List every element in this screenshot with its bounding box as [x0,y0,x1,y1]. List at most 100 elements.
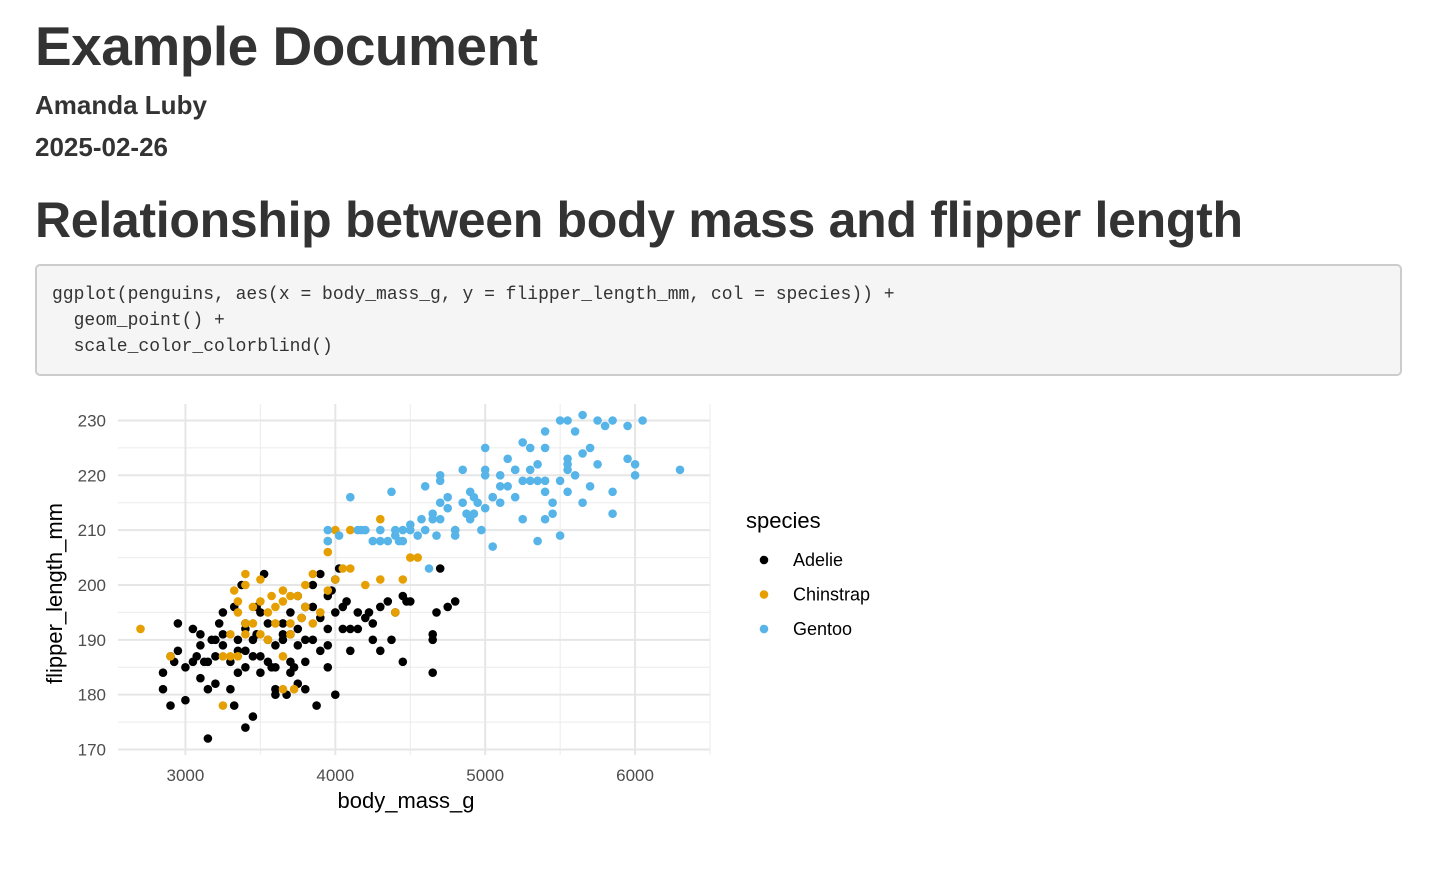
data-point-gentoo [578,498,587,507]
plot-points [136,410,685,743]
data-point-gentoo [435,498,445,507]
data-point-gentoo [548,509,557,518]
plot-gridlines [118,404,711,755]
y-tick-label: 170 [78,741,106,760]
data-point-gentoo [376,536,385,546]
data-point-adelie [248,712,258,721]
data-point-gentoo [334,531,344,540]
data-point-gentoo [630,460,640,469]
data-point-chinstrap [398,575,408,584]
data-point-gentoo [477,525,486,535]
data-point-adelie [199,657,209,667]
data-point-adelie [256,668,265,677]
data-point-chinstrap [323,586,333,595]
data-point-adelie [312,701,321,710]
data-point-adelie [432,608,441,617]
data-point-gentoo [608,487,617,497]
legend-key-chinstrap [759,590,769,599]
data-point-chinstrap [241,630,250,639]
data-point-gentoo [585,443,595,453]
data-point-adelie [346,646,355,656]
data-point-adelie [364,608,374,617]
data-point-chinstrap [248,619,258,628]
legend-title: species [746,508,821,533]
data-point-chinstrap [406,553,415,562]
x-axis-title: body_mass_g [338,788,475,813]
y-tick-label: 220 [78,466,106,485]
data-point-gentoo [480,503,490,513]
data-point-gentoo [417,514,426,524]
data-point-chinstrap [271,602,280,612]
data-point-gentoo [357,525,366,535]
data-point-gentoo [540,514,550,524]
legend-label-gentoo: Gentoo [793,619,852,639]
data-point-adelie [181,663,190,672]
data-point-chinstrap [271,619,280,628]
data-point-adelie [323,663,333,672]
data-point-gentoo [443,492,453,502]
data-point-gentoo [578,410,587,420]
plot-legend: species Adelie Chinstrap Gentoo [746,508,870,639]
data-point-adelie [450,597,460,606]
data-point-gentoo [540,487,550,497]
data-point-chinstrap [376,514,385,524]
data-point-adelie [229,701,239,710]
data-point-chinstrap [308,569,318,579]
document-title: Example Document [35,15,538,77]
data-point-gentoo [510,492,520,502]
data-point-adelie [368,635,378,645]
data-point-adelie [402,597,411,606]
data-point-gentoo [585,482,595,491]
data-point-adelie [308,602,318,612]
data-point-adelie [214,619,224,628]
code-line: ggplot(penguins, aes(x = body_mass_g, y … [52,285,895,305]
data-point-adelie [331,608,340,617]
data-point-adelie [368,619,378,628]
legend-key-gentoo [759,624,769,634]
data-point-gentoo [570,471,580,480]
data-point-chinstrap [278,652,288,661]
data-point-gentoo [608,509,617,518]
data-point-gentoo [458,498,468,507]
data-point-adelie [428,668,438,677]
data-point-adelie [323,624,333,634]
y-tick-label: 190 [78,631,106,650]
document-author: Amanda Luby [35,90,207,120]
data-point-gentoo [450,525,460,535]
data-point-adelie [203,734,213,743]
data-point-adelie [353,624,363,634]
data-point-adelie [308,635,318,645]
data-point-adelie [166,701,175,710]
data-point-gentoo [675,465,685,475]
data-point-chinstrap [331,575,340,584]
data-point-gentoo [406,520,415,529]
data-point-chinstrap [233,597,243,606]
data-point-gentoo [387,487,396,497]
data-point-gentoo [608,416,617,425]
data-point-chinstrap [308,619,318,628]
data-point-chinstrap [218,701,228,710]
data-point-adelie [173,619,183,628]
data-point-adelie [158,668,168,677]
data-point-gentoo [495,498,505,507]
x-tick-label: 4000 [316,766,354,785]
data-point-gentoo [510,465,520,475]
data-point-chinstrap [297,613,306,623]
y-axis-title: flipper_length_mm [42,503,67,684]
data-point-adelie [289,663,299,672]
data-point-chinstrap [323,547,333,557]
data-point-chinstrap [413,553,423,562]
data-point-gentoo [623,421,632,431]
data-point-gentoo [323,536,333,546]
data-point-gentoo [630,471,640,480]
data-point-adelie [346,624,355,634]
data-point-adelie [383,597,393,606]
data-point-chinstrap [278,684,288,694]
data-point-gentoo [570,427,580,436]
code-line: geom_point() + [52,311,225,331]
scatter-plot: 3000 4000 5000 6000 170 180 190 200 210 220 230 bod… [42,404,870,813]
data-point-adelie [218,641,228,650]
data-point-chinstrap [278,586,288,595]
data-point-adelie [331,690,340,699]
data-point-gentoo [420,525,430,535]
